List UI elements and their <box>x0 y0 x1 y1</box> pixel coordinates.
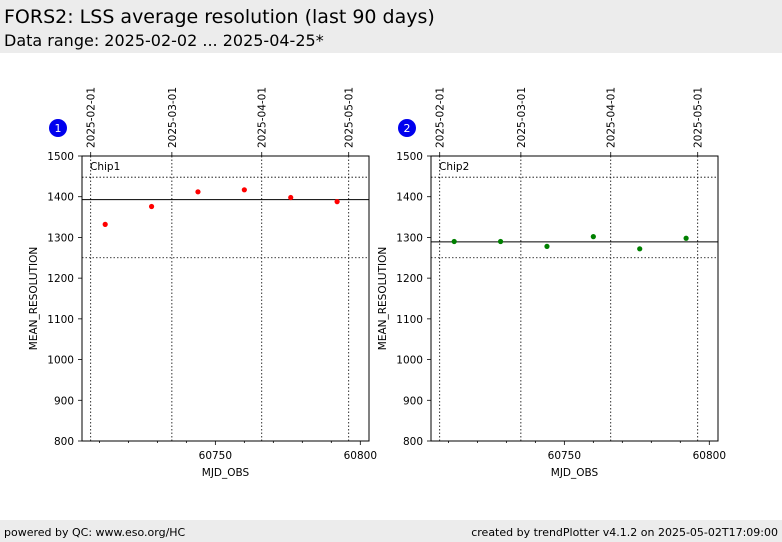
chip1-date-tick-label: 2025-02-01 <box>86 87 98 148</box>
chip1-panel-title: Chip1 <box>90 161 120 173</box>
chip2-data-point <box>497 238 504 245</box>
chip2-date-tick-label: 2025-03-01 <box>516 87 528 148</box>
footer-created-by: created by trendPlotter v4.1.2 on 2025-0… <box>471 526 778 539</box>
chip1-data-point <box>334 199 340 205</box>
chip2-y-tick-label: 1200 <box>396 273 423 285</box>
footer-powered-by: powered by QC: www.eso.org/HC <box>4 526 186 539</box>
header-banner: FORS2: LSS average resolution (last 90 d… <box>0 0 782 53</box>
chip2-data-point <box>683 235 689 241</box>
chip2-y-axis-label: MEAN_RESOLUTION <box>377 247 389 350</box>
chip2-y-tick-label: 1500 <box>396 151 423 163</box>
chip2-date-tick-label: 2025-05-01 <box>693 87 705 148</box>
chip2-x-tick-label: 60750 <box>548 450 581 462</box>
chip1-date-tick-label: 2025-04-01 <box>257 87 269 148</box>
chip2-date-tick-label: 2025-02-01 <box>435 87 447 148</box>
chip1-y-tick-label: 1400 <box>47 192 74 204</box>
chip2-panel-title: Chip2 <box>439 161 469 173</box>
chip1-data-point <box>241 187 247 193</box>
chip2-data-point <box>544 243 550 249</box>
chip1-data-point <box>195 189 201 195</box>
chip1-data-point <box>148 203 155 210</box>
page-title: FORS2: LSS average resolution (last 90 d… <box>4 6 435 28</box>
chip2-plot-frame <box>430 155 719 442</box>
chip2-badge-number: 2 <box>404 122 411 135</box>
chip2-data-point <box>590 234 596 240</box>
chip1-data-point <box>288 194 294 201</box>
chip1-y-tick-label: 800 <box>54 436 74 448</box>
chip1-badge-number: 1 <box>55 122 62 135</box>
chip1-date-tick-label: 2025-03-01 <box>167 87 179 148</box>
chip1-y-tick-label: 900 <box>54 395 74 407</box>
footer-bar: powered by QC: www.eso.org/HC created by… <box>0 520 782 542</box>
chip1-y-tick-label: 1100 <box>47 314 74 326</box>
chip1-x-axis-label: MJD_OBS <box>202 467 250 479</box>
chip2-x-tick-label: 60800 <box>693 450 726 462</box>
chip2-badge-circle <box>398 119 416 137</box>
chip2-data-point <box>451 238 457 245</box>
chip2-data-point <box>637 246 643 252</box>
chip1-data-point <box>102 221 108 227</box>
chip2-y-tick-label: 1300 <box>396 232 423 244</box>
chip1-y-tick-label: 1000 <box>47 355 74 367</box>
chip2-y-tick-label: 900 <box>403 395 423 407</box>
chip2-date-tick-label: 2025-04-01 <box>606 87 618 148</box>
chip1-date-tick-label: 2025-05-01 <box>344 87 356 148</box>
chip1-plot-frame <box>81 155 370 442</box>
chip1-y-axis-label: MEAN_RESOLUTION <box>28 247 40 350</box>
chip1-y-tick-label: 1500 <box>47 151 74 163</box>
chip2-y-tick-label: 1400 <box>396 192 423 204</box>
chip1-badge-circle <box>49 119 67 137</box>
chip1-y-tick-label: 1300 <box>47 232 74 244</box>
chip2-y-tick-label: 1000 <box>396 355 423 367</box>
chip2-y-tick-label: 800 <box>403 436 423 448</box>
chip2-x-axis-label: MJD_OBS <box>551 467 599 479</box>
data-range-subtitle: Data range: 2025-02-02 ... 2025-04-25* <box>4 31 324 50</box>
chip1-y-tick-label: 1200 <box>47 273 74 285</box>
chip1-x-tick-label: 60750 <box>199 450 232 462</box>
chip1-x-tick-label: 60800 <box>344 450 377 462</box>
chip2-y-tick-label: 1100 <box>396 314 423 326</box>
